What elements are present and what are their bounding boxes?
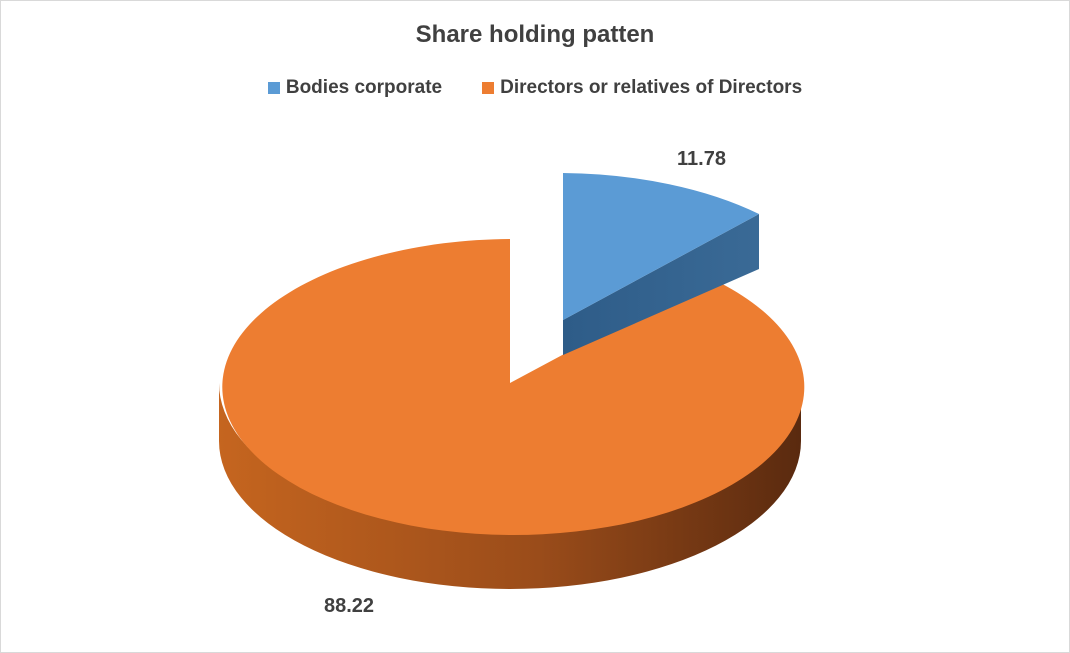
- legend-item-bodies-corporate: Bodies corporate: [267, 77, 443, 99]
- legend-item-directors: Directors or relatives of Directors: [482, 77, 802, 99]
- legend-label-bodies-corporate: Bodies corporate: [285, 77, 443, 98]
- data-label-directors: 88.22: [324, 595, 374, 617]
- legend-label-directors: Directors or relatives of Directors: [500, 77, 803, 98]
- slice-bodies-corporate: [563, 173, 759, 320]
- slice-directors: [222, 239, 805, 535]
- legend: Bodies corporate Directors or relatives …: [1, 77, 1069, 99]
- legend-swatch-bodies-corporate: [267, 82, 280, 94]
- data-label-bodies-corporate: 11.78: [677, 148, 726, 170]
- legend-swatch-directors: [482, 82, 495, 94]
- slice-side-directors: [219, 383, 801, 589]
- slice-side-bodies-corporate: [563, 214, 759, 355]
- chart-title: Share holding patten: [415, 21, 655, 48]
